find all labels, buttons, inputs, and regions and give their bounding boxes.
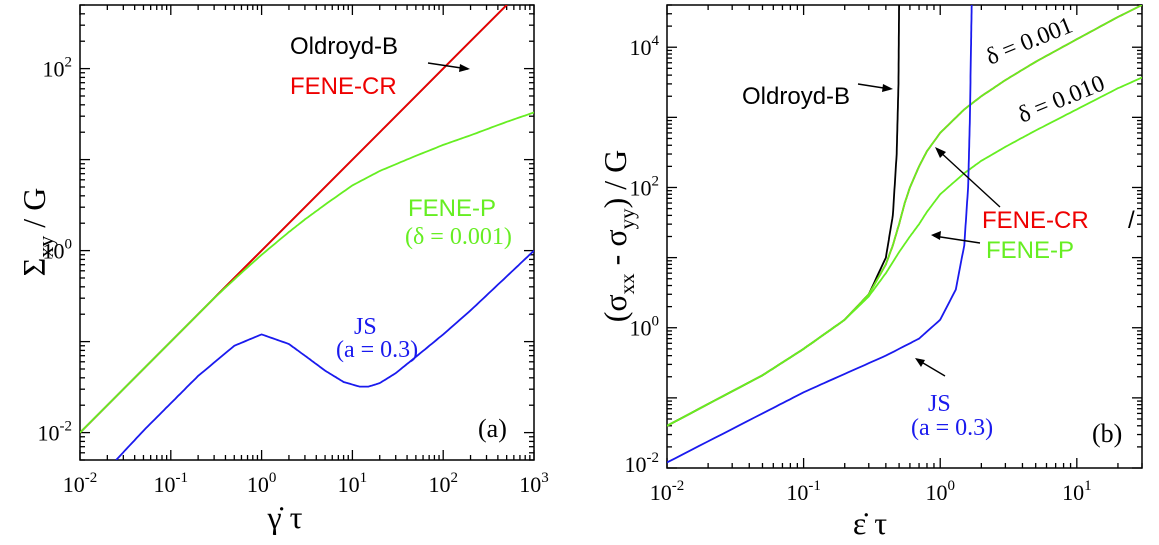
- panel-a-label-fene-p-param: (δ = 0.001): [405, 224, 512, 250]
- panel-a-label-js: JS: [354, 314, 377, 340]
- panel-a-y-tick-labels: 10-2 100 102: [38, 55, 73, 446]
- panel-b-arrowhead-fene-cr: [935, 147, 946, 158]
- panel-b-x-tick-labels: 10-2 10-1 100 101: [650, 478, 1092, 505]
- panel-a-x-axis-label: γ̇ τ: [267, 499, 303, 535]
- panel-b-arrowhead-js: [915, 358, 925, 367]
- panel-b-label-oldroyd-b: Oldroyd-B: [742, 83, 850, 110]
- panel-a-tag: (a): [478, 414, 507, 443]
- panel-a-x-tick-labels: 10-2 10-1 100 101 102 103: [63, 470, 549, 497]
- panel-a-arrowhead-oldroyd-b: [459, 64, 470, 72]
- panel-a-curves: [80, 5, 534, 460]
- x-tick-label: 101: [1062, 478, 1092, 505]
- x-tick-label: 100: [247, 470, 277, 497]
- panel-b-label-delta-010: δ = 0.010: [1015, 70, 1109, 128]
- panel-b-y-axis-label: (σxx - σyy) / G: [597, 150, 639, 322]
- panel-a-frame: [79, 4, 535, 461]
- panel-b-x-axis-label: ε̇ τ: [853, 505, 887, 541]
- panel-a-label-fene-p: FENE-P: [408, 195, 496, 222]
- panel-a-y-axis-label: Σxy / G: [16, 188, 58, 277]
- panel-b-arrow-fene-cr: [937, 149, 1001, 208]
- series-line-js: [115, 249, 534, 460]
- x-tick-label: 10-2: [63, 470, 98, 497]
- panel-b-arrowhead-fene-p: [931, 231, 941, 240]
- x-tick-label: 10-1: [154, 470, 189, 497]
- panel-b-label-js-param: (a = 0.3): [911, 415, 993, 441]
- panel-a: 10-2 10-1 100 101 102 103 10-2 100 102 γ̇ τ Σxy…: [16, 4, 549, 535]
- panel-a-label-fene-cr: FENE-CR: [290, 73, 397, 100]
- y-tick-label: 100: [630, 314, 660, 341]
- panel-a-ticks: [79, 4, 535, 461]
- y-tick-label: 102: [43, 55, 73, 82]
- panel-b-label-fene-cr: FENE-CR: [982, 207, 1089, 234]
- y-tick-label: 10-2: [38, 419, 73, 446]
- panel-b-curves: [667, 5, 1142, 464]
- panel-b-tag: (b): [1092, 419, 1122, 448]
- y-tick-label: 102: [630, 173, 660, 200]
- panel-a-label-js-param: (a = 0.3): [336, 337, 418, 363]
- series-line-fene-p: [80, 111, 534, 434]
- panel-b: 10-2 10-1 100 101 10-2 100 102 104 ε̇ τ (σxx -…: [597, 4, 1143, 541]
- panel-b-label-fene-p: FENE-P: [986, 237, 1074, 264]
- x-tick-label: 100: [925, 478, 955, 505]
- x-tick-label: 10-2: [650, 478, 685, 505]
- panel-b-arrow-fene-p: [933, 235, 981, 244]
- x-tick-label: 103: [519, 470, 549, 497]
- panel-b-label-js: JS: [928, 391, 951, 417]
- panel-b-y-tick-labels: 10-2 100 102 104: [625, 33, 660, 477]
- y-tick-label: 104: [630, 33, 660, 60]
- series-line-js: [667, 5, 973, 464]
- x-tick-label: 101: [338, 470, 368, 497]
- y-tick-label: 10-2: [625, 450, 660, 477]
- y-tick-label: 100: [43, 237, 73, 264]
- x-tick-label: 10-1: [786, 478, 821, 505]
- panel-b-label-slash: /: [1128, 207, 1135, 234]
- x-tick-label: 102: [428, 470, 458, 497]
- panel-b-ticks: [666, 4, 1143, 469]
- panel-a-label-oldroyd-b: Oldroyd-B: [290, 33, 398, 60]
- panel-b-label-delta-001: δ = 0.001: [983, 12, 1077, 70]
- panel-b-arrowhead-oldroyd-b: [882, 84, 893, 92]
- series-line-fene-p-010: [667, 76, 1142, 427]
